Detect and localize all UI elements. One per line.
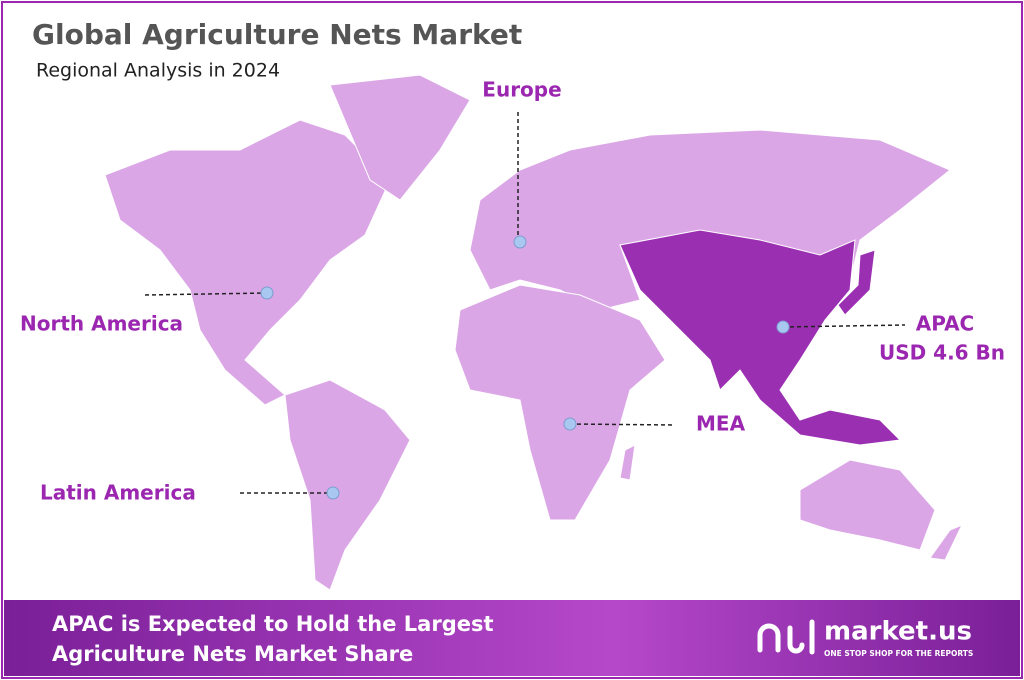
footer: APAC is Expected to Hold the Largest Agr… <box>4 600 1020 676</box>
footer-line: APAC is Expected to Hold the Largest <box>52 612 494 636</box>
region-label: North America <box>20 312 183 336</box>
north-america <box>104 119 391 406</box>
region-value: USD 4.6 Bn <box>879 341 1005 365</box>
footer-band <box>4 600 1020 676</box>
region-label: Europe <box>482 78 561 102</box>
subtitle: Regional Analysis in 2024 <box>36 60 280 82</box>
australia <box>799 459 936 551</box>
region-label: MEA <box>696 412 746 436</box>
marker <box>513 235 527 249</box>
new-zealand <box>929 524 964 561</box>
region-markers: Europe North America APAC USD 4.6 Bn MEA… <box>20 78 1005 505</box>
marker <box>326 486 340 500</box>
footer-line: Agriculture Nets Market Share <box>52 642 413 666</box>
region-label: APAC <box>916 312 974 336</box>
brand: market.us <box>824 617 972 647</box>
marker <box>260 286 274 300</box>
japan <box>837 249 876 316</box>
leader-line <box>569 423 676 426</box>
africa <box>454 284 666 521</box>
leader-line <box>782 324 906 328</box>
leader-line <box>144 292 268 296</box>
world-map <box>104 74 964 591</box>
logo-icon <box>757 619 815 655</box>
marker <box>563 417 577 431</box>
title: Global Agriculture Nets Market <box>32 18 522 51</box>
madagascar <box>619 444 636 481</box>
marker <box>776 320 790 334</box>
tagline: ONE STOP SHOP FOR THE REPORTS <box>824 649 973 658</box>
region-label: Latin America <box>40 481 196 505</box>
asia-pacific <box>619 229 902 446</box>
greenland <box>329 74 471 201</box>
south-america <box>284 379 411 591</box>
